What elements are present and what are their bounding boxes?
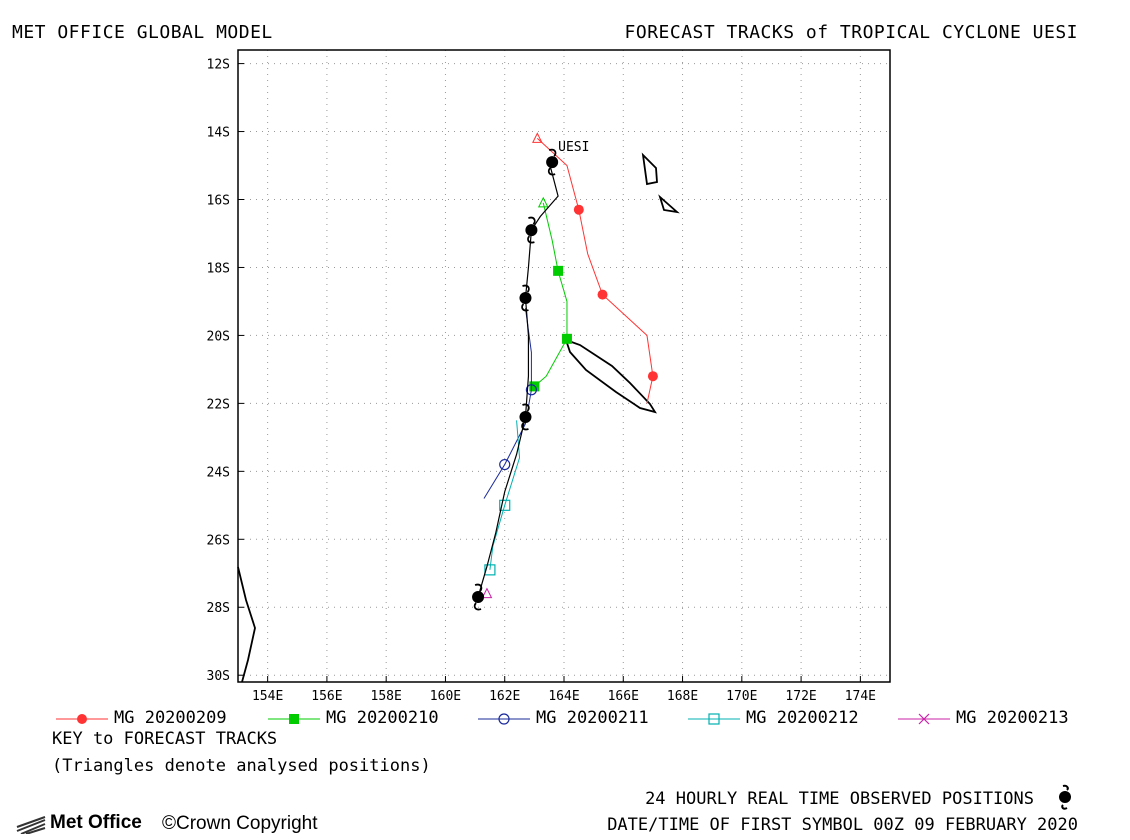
lon-tick-label: 168E <box>667 689 698 700</box>
track-marker <box>484 564 496 576</box>
lat-tick-label: 18S <box>207 261 230 276</box>
island-outline <box>658 194 680 214</box>
track-marker <box>573 204 584 215</box>
track-marker <box>499 499 511 511</box>
forecast-track-line <box>536 137 654 404</box>
lat-tick-label: 20S <box>207 329 230 344</box>
track-marker <box>708 713 720 725</box>
track-marker <box>918 713 930 725</box>
analysed-position-triangle <box>537 196 549 208</box>
legend-label-1: MG 20200210 <box>326 708 439 728</box>
forecast-tracks <box>481 132 658 599</box>
header-left-title: MET OFFICE GLOBAL MODEL <box>12 22 273 43</box>
lon-tick-label: 170E <box>726 689 757 700</box>
lon-tick-label: 174E <box>845 689 876 700</box>
lon-tick-label: 154E <box>252 689 283 700</box>
observed-positions-label: 24 HOURLY REAL TIME OBSERVED POSITIONS <box>645 789 1034 809</box>
cyclone-symbol-arm <box>521 303 529 312</box>
axis-tick-labels: 154E 156E 158E 160E 162E 164E 166E 168E 170E 172E… <box>207 58 877 700</box>
lon-tick-label: 162E <box>489 689 520 700</box>
coastline-outline <box>237 566 256 683</box>
lat-tick-label: 26S <box>207 533 230 548</box>
logo-text: Met Office <box>50 812 142 833</box>
copyright-text: ©Crown Copyright <box>162 813 318 834</box>
track-marker <box>647 371 658 382</box>
track-marker <box>498 713 510 725</box>
forecast-track-map: 154E 156E 158E 160E 162E 164E 166E 168E 170E 172E… <box>207 49 891 700</box>
track-marker <box>525 384 538 396</box>
lon-tick-label: 164E <box>548 689 579 700</box>
track-marker <box>561 333 572 344</box>
map-frame <box>237 49 891 683</box>
legend-marker-4 <box>898 713 950 725</box>
cyclone-icon <box>472 583 485 611</box>
legend-label-2: MG 20200211 <box>536 708 649 728</box>
cyclone-symbol-core <box>472 591 485 604</box>
header-right-title: FORECAST TRACKS of TROPICAL CYCLONE UESI <box>624 22 1078 43</box>
lon-tick-label: 158E <box>371 689 402 700</box>
cyclone-symbol-arm <box>527 235 535 244</box>
cyclone-symbol-core <box>546 156 559 169</box>
cyclone-symbol-arm <box>474 583 483 592</box>
forecast-track-line <box>534 202 568 387</box>
legend-marker-1 <box>268 714 320 724</box>
cyclone-icon <box>519 284 532 312</box>
track-marker <box>289 714 299 724</box>
key-note: (Triangles denote analysed positions) <box>52 756 431 776</box>
legend-marker-3 <box>688 713 740 725</box>
lat-tick-label: 16S <box>207 194 230 209</box>
lat-tick-label: 24S <box>207 465 230 480</box>
legend-label-3: MG 20200212 <box>746 708 859 728</box>
track-marker <box>553 265 564 276</box>
lon-tick-label: 160E <box>430 689 461 700</box>
cyclone-symbol-core <box>519 410 532 423</box>
lon-tick-label: 156E <box>311 689 342 700</box>
coastlines <box>237 152 680 683</box>
track-marker <box>499 458 511 471</box>
lat-tick-label: 30S <box>207 669 230 684</box>
lon-tick-label: 166E <box>608 689 639 700</box>
analysed-position-triangle <box>532 132 543 143</box>
legend-label-0: MG 20200209 <box>114 708 227 728</box>
lat-tick-label: 14S <box>207 126 230 141</box>
observed-track <box>472 148 559 611</box>
lat-tick-label: 12S <box>207 58 230 73</box>
cyclone-icon <box>525 216 538 244</box>
cyclone-symbol-arm <box>521 422 529 431</box>
cyclone-symbol-core <box>519 292 532 305</box>
cyclone-icon <box>519 403 532 431</box>
track-marker <box>597 289 608 300</box>
lon-tick-label: 172E <box>785 689 816 700</box>
cyclone-symbol-core <box>525 224 538 237</box>
legend-marker-2 <box>478 713 530 725</box>
first-symbol-datetime: DATE/TIME OF FIRST SYMBOL 00Z 09 FEBRUAR… <box>607 815 1078 835</box>
analysed-position-triangle <box>481 587 493 599</box>
cyclone-symbol-arm <box>522 403 530 412</box>
forecast-track-line <box>483 308 532 499</box>
cyclone-symbol-arm <box>528 216 536 225</box>
observed-track-line <box>477 161 559 598</box>
cyclone-symbol-arm <box>522 284 530 293</box>
legend-label-4: MG 20200213 <box>956 708 1069 728</box>
lat-tick-label: 22S <box>207 397 230 412</box>
cyclone-icon <box>546 148 559 176</box>
island-outline <box>641 152 658 186</box>
legend: MG 20200209 MG 20200210 MG 20200211 MG 2… <box>52 707 1112 731</box>
map-grid <box>238 50 890 682</box>
lat-tick-label: 28S <box>207 601 230 616</box>
cyclone-icon <box>1059 784 1071 810</box>
cyclone-symbol-arm <box>548 148 557 157</box>
met-office-lines-icon <box>16 816 46 834</box>
track-marker <box>77 714 87 724</box>
cyclone-symbol-arm <box>547 167 556 176</box>
forecast-track-line <box>489 420 521 570</box>
key-title: KEY to FORECAST TRACKS <box>52 729 278 749</box>
island-outline <box>564 338 657 414</box>
storm-name-label: UESI <box>558 140 589 155</box>
cyclone-symbol-arm <box>473 602 482 611</box>
legend-marker-0 <box>56 714 108 724</box>
